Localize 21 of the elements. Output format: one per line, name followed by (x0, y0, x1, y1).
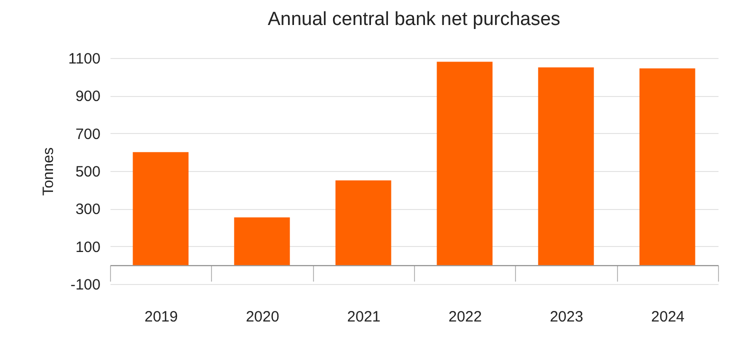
chart-title: Annual central bank net purchases (268, 9, 560, 30)
x-tick-label: 2021 (347, 308, 381, 326)
x-tick-label: 2023 (550, 308, 584, 326)
x-tick-label: 2020 (246, 308, 280, 326)
y-tick-label: 1100 (68, 50, 100, 68)
bar (234, 217, 290, 266)
bar (639, 68, 696, 266)
y-tick-label: 500 (75, 164, 100, 180)
y-tick-label: 700 (75, 126, 100, 143)
y-tick-label: -100 (70, 276, 100, 294)
x-tick-label: 2022 (448, 308, 482, 326)
bar (538, 67, 594, 266)
y-axis-title: Tonnes (40, 147, 58, 196)
bar (335, 180, 392, 266)
y-tick-label: 900 (75, 88, 100, 106)
bar (436, 62, 493, 266)
y-tick-label: 100 (75, 238, 100, 256)
x-tick-label: 2024 (651, 308, 685, 326)
y-tick-label: 300 (75, 201, 100, 218)
x-tick-label: 2019 (144, 308, 178, 326)
bar (132, 152, 189, 266)
